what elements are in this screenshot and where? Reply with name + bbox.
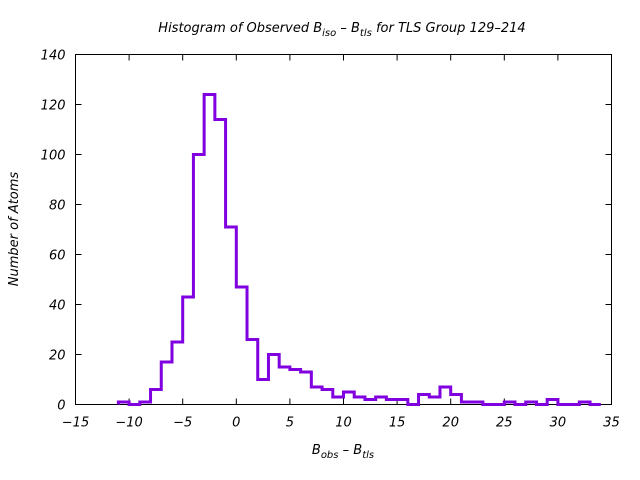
y-axis-ticks: 0 20 40 60 80 100 120 140 (41, 49, 612, 414)
x-axis-ticks: −15 −10 −5 0 5 10 15 20 25 30 35 (62, 54, 620, 431)
y-tick-label: 60 (49, 249, 66, 264)
y-tick-label: 120 (41, 99, 66, 114)
histogram-bin (193, 155, 204, 405)
y-tick-label: 0 (57, 399, 65, 414)
histogram-bin (258, 380, 269, 405)
x-tick-label: 20 (442, 416, 459, 431)
x-tick-label: 10 (335, 416, 352, 431)
y-tick-label: 80 (49, 199, 66, 214)
histogram-bin (183, 297, 194, 405)
histogram-bin (322, 390, 333, 405)
y-tick-label: 40 (49, 299, 66, 314)
x-tick-label: 0 (232, 416, 240, 431)
plot-frame (75, 54, 612, 405)
x-tick-label: 30 (550, 416, 567, 431)
histogram-step-line (116, 93, 601, 406)
y-tick-label: 140 (41, 49, 66, 64)
y-axis-label: Number of Atoms (7, 172, 22, 287)
x-tick-label: 15 (389, 416, 406, 431)
histogram-bin (247, 340, 258, 405)
histogram-bin (301, 372, 312, 405)
histogram-bin (440, 387, 451, 405)
histogram-bin (226, 227, 237, 405)
histogram-bin (344, 392, 355, 405)
x-tick-label: −5 (173, 416, 192, 431)
x-axis-label: Bobs – Btls (312, 443, 374, 461)
histogram-bin (204, 95, 215, 405)
histogram-bin (236, 287, 247, 405)
x-tick-label: −15 (62, 416, 89, 431)
histogram-bin (268, 355, 279, 405)
x-tick-label: 35 (603, 416, 620, 431)
y-tick-label: 20 (49, 349, 66, 364)
y-tick-label: 100 (41, 149, 66, 164)
x-tick-label: 5 (286, 416, 294, 431)
histogram-bin (161, 362, 172, 405)
histogram-bin (279, 367, 290, 405)
histogram-bin (151, 390, 162, 405)
x-tick-label: −10 (115, 416, 142, 431)
histogram-bin (290, 370, 301, 405)
histogram-bin (215, 120, 226, 405)
histogram-bin (172, 342, 183, 405)
histogram-bins (118, 95, 590, 405)
histogram-bin (311, 387, 322, 405)
x-tick-label: 25 (496, 416, 513, 431)
chart-title: Histogram of Observed Biso – Btls for TL… (158, 21, 525, 39)
